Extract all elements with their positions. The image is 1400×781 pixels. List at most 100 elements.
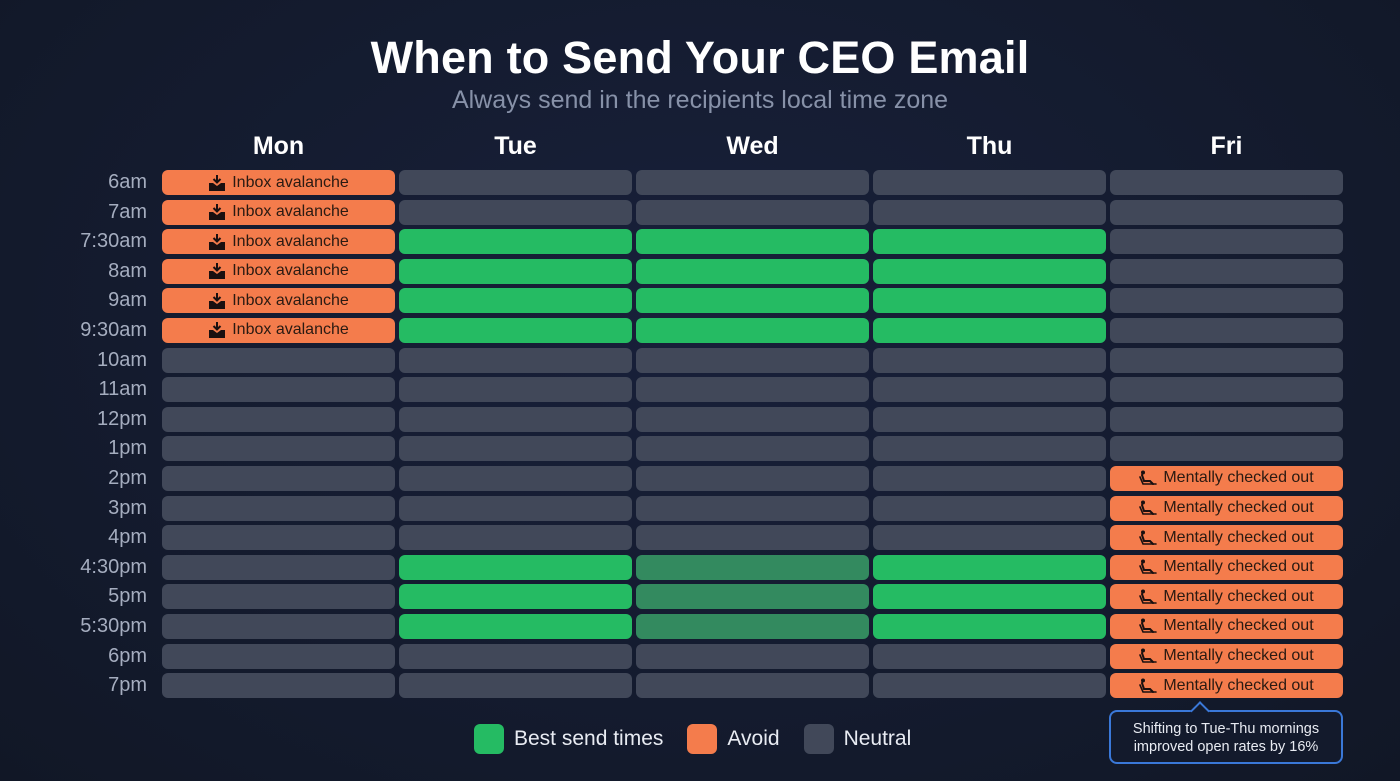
heatmap-cell-best: [873, 258, 1106, 284]
heatmap-cell-best: [636, 317, 869, 343]
grid-row: 1pm: [0, 436, 1343, 462]
heatmap-cell-neutral: [162, 525, 395, 551]
heatmap-cell-avoid: Inbox avalanche: [162, 170, 395, 195]
grid-row: 7pm Mentally checked out: [0, 673, 1343, 699]
legend-label-avoid: Avoid: [727, 727, 780, 750]
heatmap-cell-best: [873, 288, 1106, 314]
recliner-icon: [1139, 648, 1158, 664]
time-label: 12pm: [96, 407, 147, 430]
heatmap-cell-neutral: [1110, 317, 1343, 343]
heatmap-cell-neutral: [1110, 377, 1343, 403]
heatmap-cell-avoid: Inbox avalanche: [162, 229, 395, 255]
heatmap-cell-neutral: [1110, 229, 1343, 255]
heatmap-cell-neutral: [873, 465, 1106, 491]
heatmap-cell-neutral: [636, 347, 869, 373]
heatmap-cell-best: [636, 288, 869, 314]
callout-line-1: Shifting to Tue-Thu mornings: [1132, 721, 1320, 737]
heatmap-cell-neutral: [399, 199, 632, 225]
heatmap-cell-avoid: Inbox avalanche: [162, 199, 395, 225]
cell-label-checked-out: Mentally checked out: [1163, 499, 1314, 517]
heatmap-cell-neutral: [1110, 406, 1343, 432]
legend-label-neutral: Neutral: [843, 727, 912, 750]
heatmap-cell-neutral: [636, 406, 869, 432]
heatmap-cell-avoid: Mentally checked out: [1110, 613, 1343, 639]
cell-label-avalanche: Inbox avalanche: [232, 321, 349, 339]
heatmap-cell-neutral: [1110, 199, 1343, 225]
heatmap-cell-neutral: [399, 406, 632, 432]
heatmap-cell-neutral: [873, 643, 1106, 669]
legend-item-neutral: Neutral: [803, 724, 912, 754]
heatmap-cell-neutral: [636, 465, 869, 491]
time-label: 4:30pm: [80, 555, 147, 578]
cell-label-checked-out: Mentally checked out: [1163, 676, 1314, 694]
heatmap-cell-neutral: [399, 643, 632, 669]
heatmap-cell-avoid: Mentally checked out: [1110, 495, 1343, 521]
heatmap-cell-best: [399, 554, 632, 580]
inbox-download-icon: [208, 233, 226, 250]
heatmap-cell-best: [399, 229, 632, 255]
cell-label-checked-out: Mentally checked out: [1163, 587, 1314, 605]
grid-row: 12pm: [0, 406, 1343, 432]
grid-row: 9:30am Inbox avalanche: [0, 317, 1343, 343]
heatmap-cell-neutral: [399, 673, 632, 699]
heatmap-cell-neutral: [636, 436, 869, 462]
legend-swatch-avoid: [687, 724, 718, 754]
heatmap-cell-best: [873, 613, 1106, 639]
grid-row: 2pm Mentally checked out: [0, 465, 1343, 491]
grid-row: 5:30pm Mentally checked out: [0, 613, 1343, 639]
heatmap-cell-neutral: [873, 673, 1106, 699]
day-header-thu: Thu: [966, 132, 1013, 160]
callout-line-2: improved open rates by 16%: [1133, 739, 1319, 755]
heatmap-cell-neutral: [162, 406, 395, 432]
heatmap-cell-neutral: [636, 495, 869, 521]
inbox-download-icon: [208, 322, 226, 339]
heatmap-grid: 6am Inbox avalanche 7am Inbox avalanche 7:30…: [0, 170, 1343, 703]
grid-row: 4pm Mentally checked out: [0, 525, 1343, 551]
cell-label-avalanche: Inbox avalanche: [232, 291, 349, 309]
heatmap-cell-neutral: [1110, 347, 1343, 373]
cell-label-checked-out: Mentally checked out: [1163, 617, 1314, 635]
heatmap-cell-neutral: [873, 170, 1106, 195]
heatmap-cell-neutral: [162, 673, 395, 699]
heatmap-cell-best: [873, 554, 1106, 580]
heatmap-cell-best-dim: [636, 554, 869, 580]
grid-row: 3pm Mentally checked out: [0, 495, 1343, 521]
time-label: 10am: [96, 348, 147, 371]
legend-item-avoid: Avoid: [687, 724, 780, 754]
chart-subtitle: Always send in the recipients local time…: [451, 86, 949, 114]
grid-row: 7:30am Inbox avalanche: [0, 229, 1343, 255]
heatmap-cell-neutral: [1110, 258, 1343, 284]
heatmap-cell-neutral: [399, 525, 632, 551]
cell-label-checked-out: Mentally checked out: [1163, 528, 1314, 546]
heatmap-cell-best: [873, 317, 1106, 343]
heatmap-cell-neutral: [162, 495, 395, 521]
time-label: 7:30am: [80, 230, 147, 253]
time-label: 1pm: [108, 437, 147, 460]
heatmap-cell-avoid: Inbox avalanche: [162, 317, 395, 343]
legend-swatch-neutral: [803, 724, 834, 754]
day-header-fri: Fri: [1210, 132, 1243, 160]
heatmap-cell-best: [636, 258, 869, 284]
legend-label-best: Best send times: [514, 727, 664, 750]
cell-label-avalanche: Inbox avalanche: [232, 262, 349, 280]
day-headers: Mon Tue Wed Thu Fri: [162, 132, 1343, 161]
cell-label-avalanche: Inbox avalanche: [232, 173, 349, 191]
inbox-download-icon: [208, 174, 226, 191]
heatmap-cell-neutral: [873, 495, 1106, 521]
heatmap-cell-best-dim: [636, 584, 869, 610]
heatmap-cell-neutral: [162, 465, 395, 491]
time-label: 9am: [108, 289, 147, 312]
time-label: 7pm: [108, 674, 147, 697]
grid-row: 5pm Mentally checked out: [0, 584, 1343, 610]
heatmap-cell-neutral: [162, 613, 395, 639]
heatmap-cell-best: [399, 584, 632, 610]
heatmap-cell-neutral: [873, 406, 1106, 432]
heatmap-cell-neutral: [1110, 288, 1343, 314]
heatmap-cell-best: [636, 229, 869, 255]
heatmap-cell-best: [873, 229, 1106, 255]
heatmap-cell-neutral: [1110, 436, 1343, 462]
heatmap-cell-neutral: [636, 673, 869, 699]
heatmap-cell-neutral: [162, 377, 395, 403]
time-label: 7am: [108, 200, 147, 223]
heatmap-cell-neutral: [873, 347, 1106, 373]
